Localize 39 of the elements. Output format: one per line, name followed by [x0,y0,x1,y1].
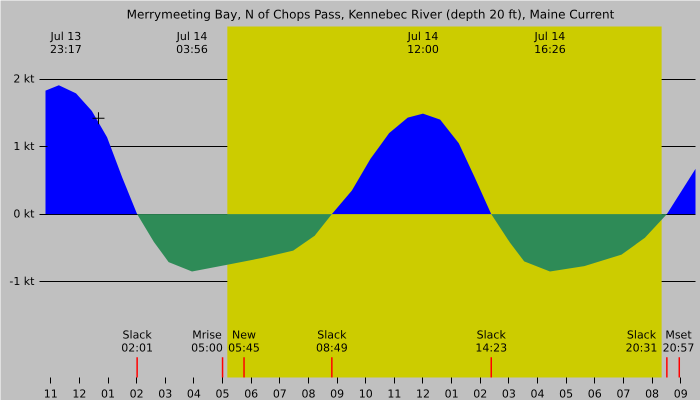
x-tick-label: 07 [616,388,630,400]
x-tick-label: 12 [416,388,430,400]
ref-line-label: Mset 20:57 [662,328,694,355]
x-tick-label: 06 [588,388,602,400]
x-tick-label: 07 [272,388,287,400]
y-tick-label: 1 kt [13,140,36,154]
x-tick-label: 11 [387,388,402,400]
x-tick-label: 05 [559,388,574,400]
x-tick-label: 10 [358,388,373,400]
x-tick-label: 03 [158,388,172,400]
x-tick-label: 02 [130,388,144,400]
ref-line-label: Slack 08:49 [316,328,348,355]
x-tick-label: 08 [301,388,316,400]
x-tick-label: 03 [502,388,516,400]
x-tick-label: 11 [44,388,58,400]
x-tick-label: 09 [330,388,344,400]
chart-title: Merrymeeting Bay, N of Chops Pass, Kennebec River (depth 20 ft), Maine Current [126,8,615,22]
x-tick-label: 09 [674,388,688,400]
ref-line-label: Slack 14:23 [475,328,508,355]
x-tick-label: 01 [444,388,459,400]
x-tick-label: 04 [530,388,545,400]
annotation: Jul 14 03:56 [176,30,208,56]
ref-line-label: New 05:45 [228,328,260,355]
x-tick-label: 06 [244,388,258,400]
y-tick-label: -1 kt [9,275,36,288]
y-tick-label: 2 kt [13,72,36,86]
annotation: Jul 14 16:26 [534,30,566,56]
x-tick-label: 08 [645,388,660,400]
x-tick-label: 04 [186,388,201,400]
x-tick-label: 05 [216,388,230,400]
y-tick-label: 0 kt [13,208,36,221]
ref-line-label: Slack 20:31 [626,328,658,355]
annotation: Jul 14 12:00 [406,30,439,56]
x-tick-label: 01 [101,388,116,400]
ref-line-label: Mrise 05:00 [191,328,223,355]
x-tick-label: 12 [72,388,86,400]
ref-line-label: Slack 02:01 [121,328,153,355]
x-tick-label: 02 [473,388,488,400]
annotation: Jul 13 23:17 [50,30,82,56]
